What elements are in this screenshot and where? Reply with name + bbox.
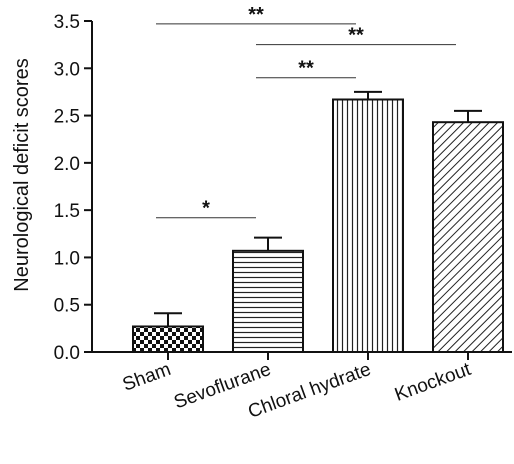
bar-sevoflurane xyxy=(232,249,304,354)
bar-sham xyxy=(132,325,204,354)
y-tick-label: 1.5 xyxy=(54,201,80,222)
significance-label: ** xyxy=(298,58,314,80)
y-tick-label: 0.0 xyxy=(54,343,80,364)
significance-brackets: ******* xyxy=(156,4,456,220)
y-axis: 0.0 0.5 1.0 1.5 2.0 2.5 3.0 3.5 xyxy=(54,12,93,364)
y-tick-label: 2.0 xyxy=(54,154,80,175)
bar-knockout xyxy=(432,121,504,354)
bars xyxy=(132,90,504,354)
y-tick-label: 3.5 xyxy=(54,12,80,33)
significance-label: ** xyxy=(248,4,264,26)
y-axis-title: Neurological deficit scores xyxy=(11,58,33,291)
significance-label: ** xyxy=(348,25,364,47)
x-tick-label: Knockout xyxy=(392,359,474,406)
y-tick-label: 0.5 xyxy=(54,296,80,317)
bar-chloral-hydrate xyxy=(332,98,404,353)
significance-label: * xyxy=(202,198,210,220)
y-tick-label: 1.0 xyxy=(54,248,80,269)
x-tick-label: Sham xyxy=(120,359,174,396)
y-tick-label: 3.0 xyxy=(54,59,80,80)
y-tick-label: 2.5 xyxy=(54,107,80,128)
